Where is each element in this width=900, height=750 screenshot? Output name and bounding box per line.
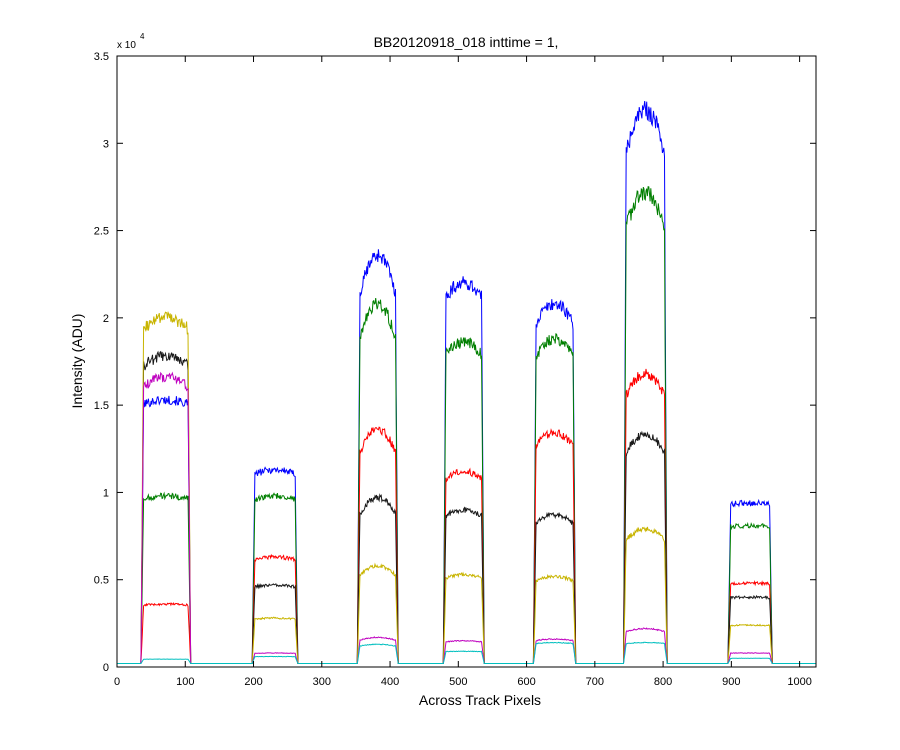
y-tick-label: 2.5: [94, 226, 109, 238]
x-tick-label: 600: [517, 676, 535, 688]
y-tick-label: 3.5: [94, 51, 109, 63]
y-axis-label: Intensity (ADU): [69, 314, 85, 409]
x-tick-label: 0: [114, 676, 120, 688]
plot-series: [117, 101, 816, 664]
y-tick-label: 2: [103, 313, 109, 325]
y-tick-label: 0.5: [94, 575, 109, 587]
y-tick-label: 3: [103, 138, 109, 150]
x-axis-label: Across Track Pixels: [419, 692, 541, 708]
x-axis-ticks: 0 100 200 300 400 500 600 700 800 900 1000: [114, 56, 812, 688]
x-tick-label: 200: [244, 676, 262, 688]
x-tick-label: 500: [449, 676, 467, 688]
x-tick-label: 800: [654, 676, 672, 688]
series-line: [117, 641, 816, 664]
y-axis-ticks: 0 0.5 1 1.5 2 2.5 3 3.5: [94, 51, 816, 674]
x-tick-label: 300: [313, 676, 331, 688]
x-tick-label: 700: [586, 676, 604, 688]
y-tick-label: 0: [103, 662, 109, 674]
x-tick-label: 400: [381, 676, 399, 688]
y-tick-label: 1: [103, 487, 109, 499]
y-axis-exponent-base: x 10: [117, 40, 136, 51]
y-axis-exponent-power: 4: [140, 32, 145, 41]
x-tick-label: 900: [722, 676, 740, 688]
x-tick-label: 100: [176, 676, 194, 688]
x-tick-label: 1000: [787, 676, 811, 688]
y-tick-label: 1.5: [94, 400, 109, 412]
plot-frame: [116, 55, 817, 668]
chart-title: BB20120918_018 inttime = 1,: [374, 34, 559, 50]
